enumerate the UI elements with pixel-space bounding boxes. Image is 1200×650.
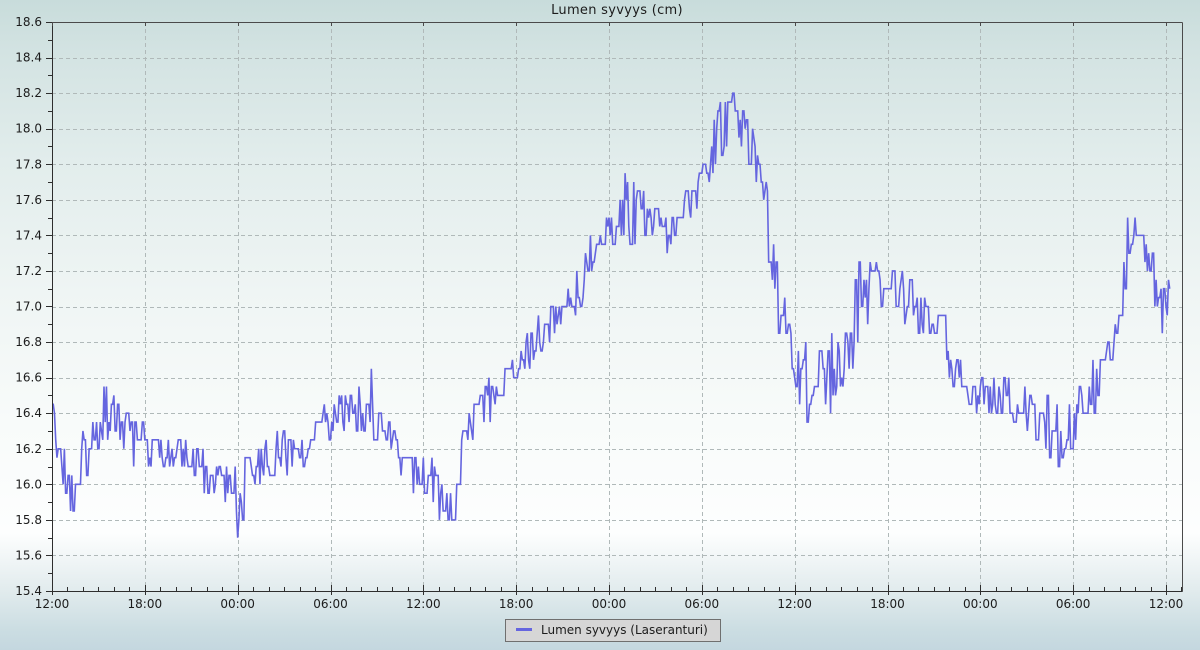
y-tick-labels: 15.4 15.6 15.8 16.0 16.2 16.4 16.6 16.8 17.0 17.2… [15,15,42,598]
y-tick-label: 16.0 [15,477,42,491]
legend: Lumen syvyys (Laseranturi) [505,619,721,642]
x-tick-label: 12:00 [35,597,70,611]
x-tick-label: 18:00 [499,597,534,611]
y-tick-label: 18.6 [15,15,42,29]
y-tick-label: 18.4 [15,51,42,65]
y-tick-label: 16.8 [15,335,42,349]
x-tick-label: 12:00 [777,597,812,611]
x-tick-label: 06:00 [1056,597,1091,611]
x-tick-label: 06:00 [313,597,348,611]
y-tick-label: 15.6 [15,548,42,562]
y-tick-label: 17.4 [15,228,42,242]
y-tick-label: 16.2 [15,442,42,456]
y-tick-label: 16.6 [15,371,42,385]
chart-title: Lumen syvyys (cm) [551,3,683,18]
grid-lines [52,22,1182,591]
y-tick-label: 16.4 [15,406,42,420]
x-tick-label: 18:00 [128,597,163,611]
x-tick-label: 12:00 [406,597,441,611]
x-tick-labels: 12:00 18:00 00:00 06:00 12:00 18:00 00:00 06:00… [35,597,1184,611]
x-tick-label: 00:00 [963,597,998,611]
axes-frame [52,22,1183,592]
x-tick-label: 18:00 [870,597,905,611]
y-tick-label: 15.8 [15,513,42,527]
y-tick-label: 17.2 [15,264,42,278]
y-tick-label: 18.2 [15,86,42,100]
legend-line-sample [516,628,532,631]
y-tick-label: 18.0 [15,122,42,136]
y-tick-label: 17.6 [15,193,42,207]
legend-label: Lumen syvyys (Laseranturi) [541,623,708,637]
x-tick-label: 00:00 [592,597,627,611]
x-tick-label: 00:00 [220,597,255,611]
axis-ticks [46,22,1182,595]
series-line [52,92,1171,538]
x-tick-label: 06:00 [685,597,720,611]
y-tick-label: 17.8 [15,157,42,171]
y-tick-label: 15.4 [15,584,42,598]
x-tick-label: 12:00 [1149,597,1184,611]
y-tick-label: 17.0 [15,300,42,314]
